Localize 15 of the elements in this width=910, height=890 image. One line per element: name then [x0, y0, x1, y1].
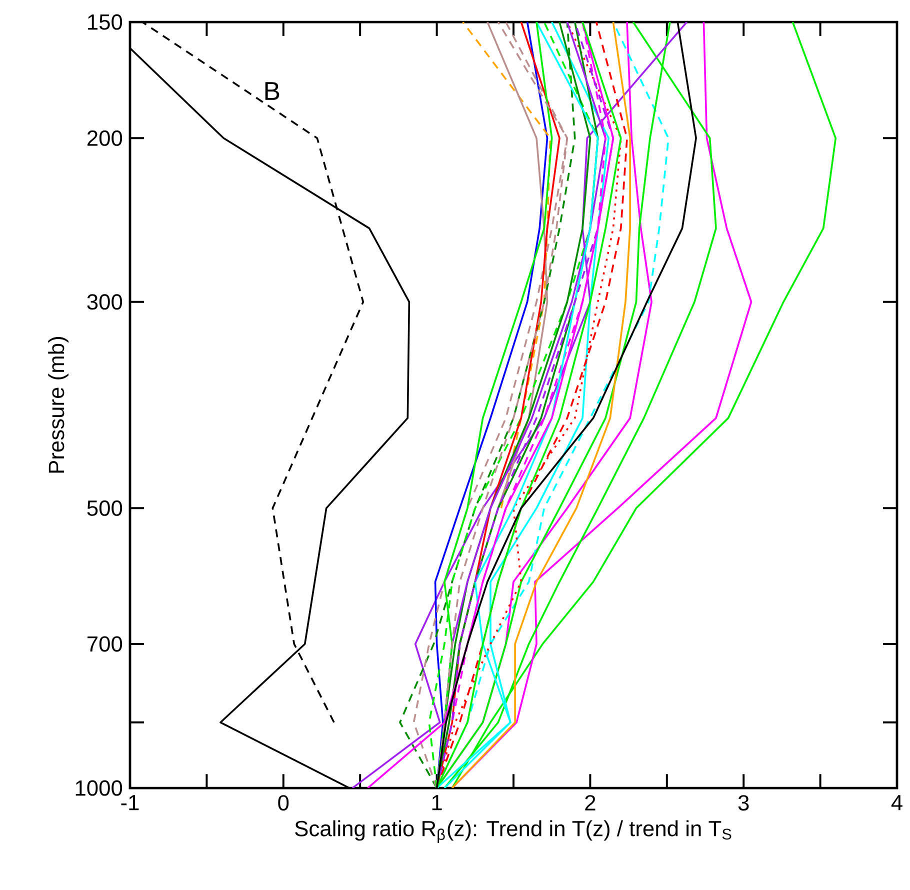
x-tick-label: -1: [121, 795, 139, 810]
y-tick-label: 300: [87, 294, 122, 310]
y-tick-label: 150: [88, 14, 122, 30]
x-tick-label: 1: [432, 795, 442, 810]
y-tick-label: 200: [87, 130, 122, 146]
y-axis-title: Pressure (mb): [48, 337, 69, 473]
x-tick-label: 2: [585, 795, 596, 810]
x-tick-label: 3: [738, 795, 749, 811]
x-tick-label: 0: [278, 795, 289, 811]
annotation: B: [265, 82, 280, 100]
x-tick-label: 4: [891, 795, 902, 810]
x-axis-title: Scaling ratio R$_{β}$(z): Trend in T(z) / trend in T$_{S}$: [295, 820, 732, 843]
y-tick-label: 500: [87, 500, 122, 516]
y-tick-label: 1000: [76, 780, 122, 796]
y-tick-label: 700: [88, 636, 122, 652]
